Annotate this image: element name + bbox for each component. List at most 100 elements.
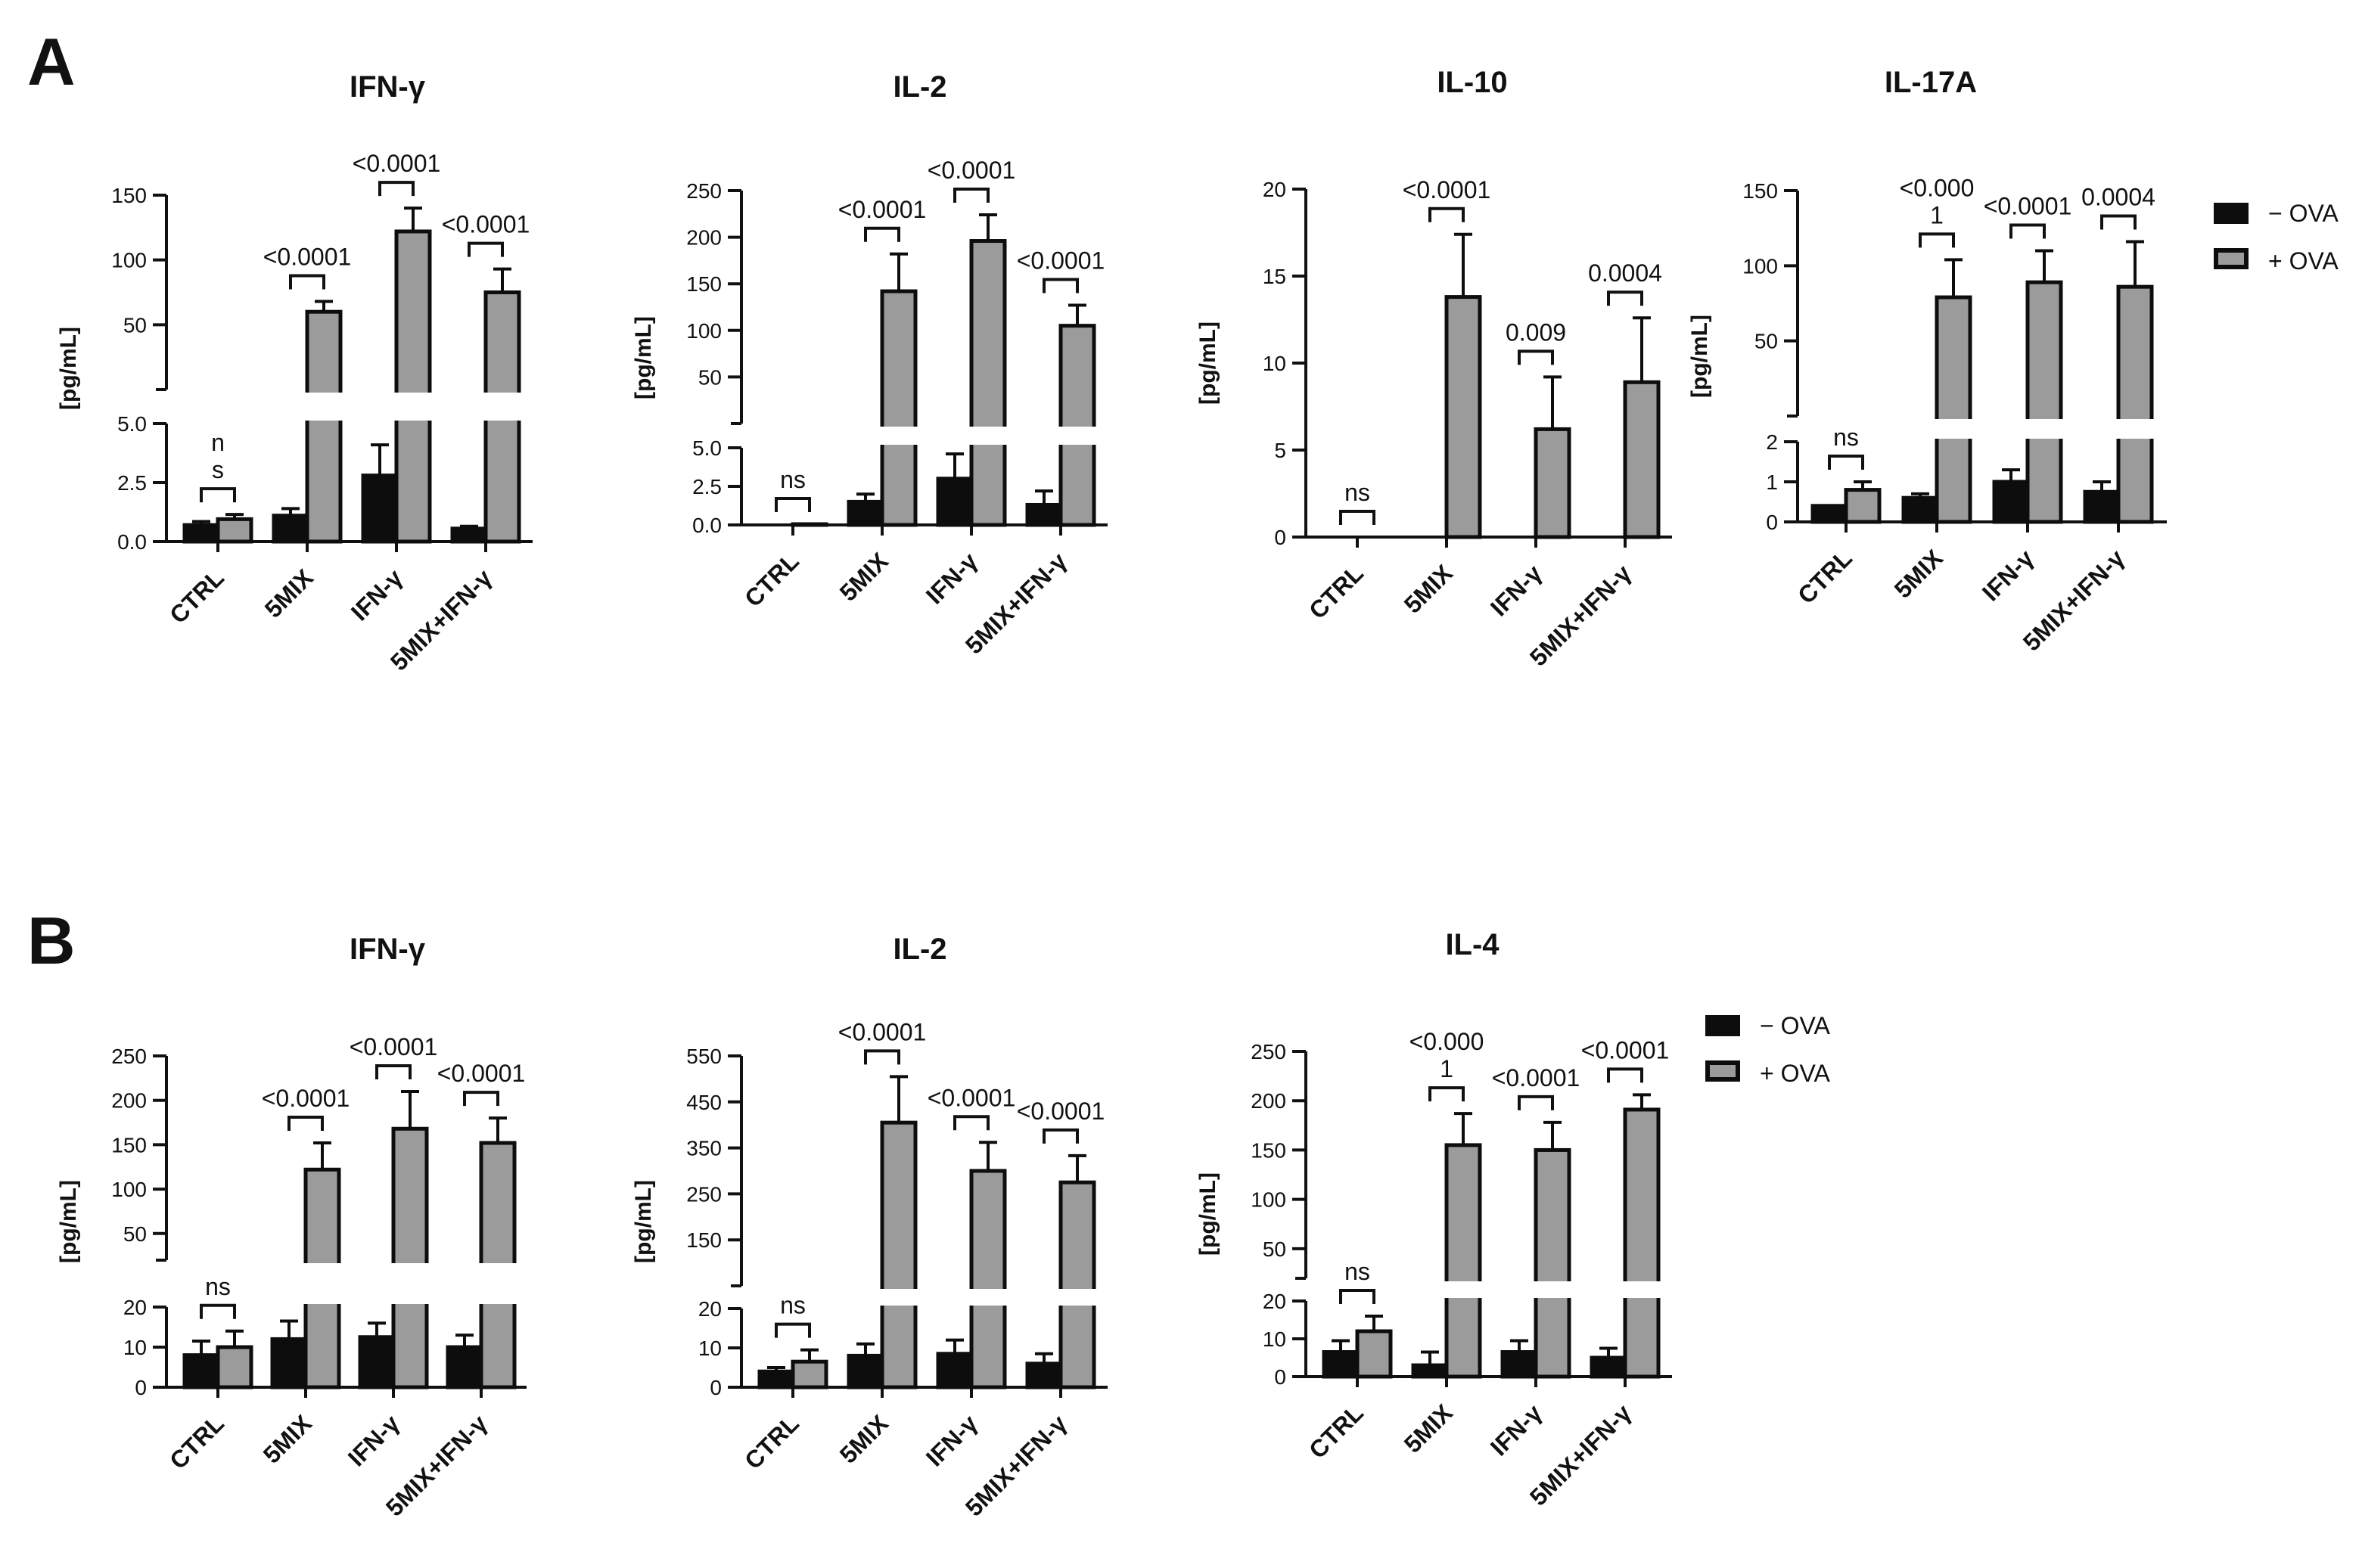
- p-value-line: <0.0001: [928, 1084, 1016, 1111]
- y-tick-lower-label: 2.5: [692, 475, 722, 498]
- p-value-line: <0.0001: [1984, 192, 2072, 219]
- p-value-label: ns: [780, 466, 806, 493]
- chart-title: IFN-γ: [350, 933, 426, 966]
- p-value-line: <0.0001: [442, 211, 530, 238]
- p-value-line: 0.009: [1506, 318, 1566, 346]
- y-tick-upper-label: 200: [686, 226, 722, 250]
- bar-pos-ova: [969, 1169, 1007, 1389]
- y-tick-upper-label: 150: [686, 272, 722, 296]
- y-tick-upper-label: 250: [686, 1182, 722, 1206]
- chart-a-ifn-gamma: IFN-γ [pg/mL] 50 100 150 0.0 2.5 5.0 CTRL n s 5MIX <…: [56, 70, 533, 676]
- p-value-line: ns: [205, 1273, 231, 1300]
- y-tick-upper-label: 150: [1251, 1138, 1286, 1162]
- axis-break-gap: [2025, 419, 2064, 439]
- p-value-label: <0.0001: [1581, 1036, 1670, 1063]
- x-tick-label: IFN-γ: [343, 1409, 405, 1471]
- bar-pos-ova: [1623, 380, 1661, 539]
- bar-neg-ova: [272, 514, 309, 544]
- y-tick-upper-label: 250: [686, 179, 722, 203]
- significance-bracket: [1919, 232, 1955, 248]
- p-value-label: <0.0001: [1492, 1064, 1580, 1091]
- y-tick-lower-label: 20: [698, 1297, 722, 1321]
- y-tick-upper-label: 150: [1742, 179, 1778, 203]
- p-value-label: <0.0001: [1403, 176, 1491, 203]
- p-value-label: <0.0001: [437, 1060, 526, 1087]
- p-value-label: <0.0001: [928, 157, 1016, 184]
- y-tick-lower-label: 1: [1766, 470, 1778, 494]
- significance-bracket: [1339, 1289, 1375, 1304]
- bar-pos-ova: [791, 522, 828, 527]
- bar-pos-ova: [880, 289, 918, 527]
- y-tick-lower-label: 2.5: [117, 471, 147, 495]
- p-value-label: <0.0001: [928, 1084, 1016, 1111]
- bar-pos-ova: [1058, 324, 1096, 527]
- p-value-line: <0.0001: [1581, 1036, 1670, 1063]
- significance-bracket: [1607, 290, 1643, 306]
- axis-break-gap: [1444, 1281, 1483, 1298]
- legend-swatch-neg-ova: [2214, 203, 2249, 224]
- p-value-line: <0.0001: [1017, 1098, 1105, 1125]
- legend-label-neg-ova: − OVA: [2268, 200, 2339, 227]
- bar-pos-ova: [1623, 1107, 1661, 1379]
- p-value-label: 0.0004: [2081, 184, 2155, 211]
- bar-neg-ova: [270, 1337, 308, 1389]
- p-value-line: n: [211, 429, 225, 456]
- bar-neg-ova: [1322, 1350, 1360, 1379]
- x-tick-label: IFN-γ: [921, 1409, 983, 1471]
- p-value-line: <0.000: [1409, 1028, 1484, 1055]
- p-value-line: <0.0001: [262, 1085, 350, 1112]
- bar-pos-ova: [216, 1345, 253, 1389]
- significance-bracket: [1828, 455, 1864, 470]
- p-value-line: ns: [1833, 424, 1859, 451]
- y-tick-upper-label: 100: [111, 1178, 147, 1201]
- x-tick-label: 5MIX: [834, 547, 894, 607]
- bar-neg-ova: [936, 477, 974, 527]
- p-value-line: 1: [1440, 1055, 1453, 1082]
- y-tick-lower-label: 10: [123, 1336, 147, 1359]
- bar-neg-ova: [1500, 1350, 1538, 1379]
- significance-bracket: [1043, 1128, 1079, 1144]
- y-tick-upper-label: 250: [111, 1045, 147, 1068]
- y-axis-label: [pg/mL]: [1195, 1172, 1220, 1256]
- p-value-line: 0.0004: [2081, 184, 2155, 211]
- p-value-line: 0.0004: [1588, 259, 1662, 287]
- significance-bracket: [1518, 1094, 1554, 1110]
- significance-bracket: [1339, 510, 1375, 525]
- p-value-line: 1: [1930, 201, 1944, 228]
- bar-neg-ova: [1992, 480, 2030, 524]
- p-value-label: <0.0001: [263, 243, 352, 270]
- significance-bracket: [953, 188, 990, 203]
- bar-pos-ova: [1935, 295, 1972, 524]
- bar-pos-ova: [1844, 488, 1882, 524]
- y-tick-lower-label: 0: [135, 1376, 147, 1399]
- p-value-label: <0.0001: [838, 1018, 927, 1045]
- p-value-label: ns: [1833, 424, 1859, 451]
- chart-title: IL-10: [1437, 66, 1507, 99]
- p-value-line: ns: [780, 1292, 806, 1319]
- p-value-label: <0.0001: [1017, 1098, 1105, 1125]
- p-value-label: 0.009: [1506, 318, 1566, 346]
- axis-break-gap: [879, 1289, 918, 1306]
- legend-label-pos-ova-b: + OVA: [1760, 1060, 1830, 1087]
- axis-break-gap: [968, 427, 1008, 445]
- chart-b-il-4: IL-4 [pg/mL] 50 100 150 200 250 0 10 20 CTRL ns 5MIX…: [1195, 928, 1672, 1511]
- y-tick-upper-label: 150: [111, 1133, 147, 1157]
- y-tick-lower-label: 20: [1263, 1290, 1286, 1313]
- x-tick-label: IFN-γ: [1485, 559, 1547, 621]
- bar-neg-ova: [182, 1353, 220, 1389]
- significance-bracket: [287, 1116, 324, 1132]
- bar-neg-ova: [847, 499, 884, 527]
- significance-bracket: [200, 1303, 236, 1319]
- bar-pos-ova: [216, 517, 253, 544]
- p-value-label: <0.0001: [350, 1033, 438, 1060]
- axis-break-gap: [1533, 1281, 1572, 1298]
- x-tick-label: 5MIX: [260, 564, 319, 623]
- axis-break-gap: [483, 393, 522, 421]
- p-value-line: <0.0001: [437, 1060, 526, 1087]
- legend-panel-b: − OVA + OVA: [1705, 1012, 1830, 1087]
- y-tick-lower-label: 10: [1263, 1327, 1286, 1351]
- p-value-line: <0.0001: [353, 150, 441, 177]
- panel-letter-b: B: [27, 903, 76, 978]
